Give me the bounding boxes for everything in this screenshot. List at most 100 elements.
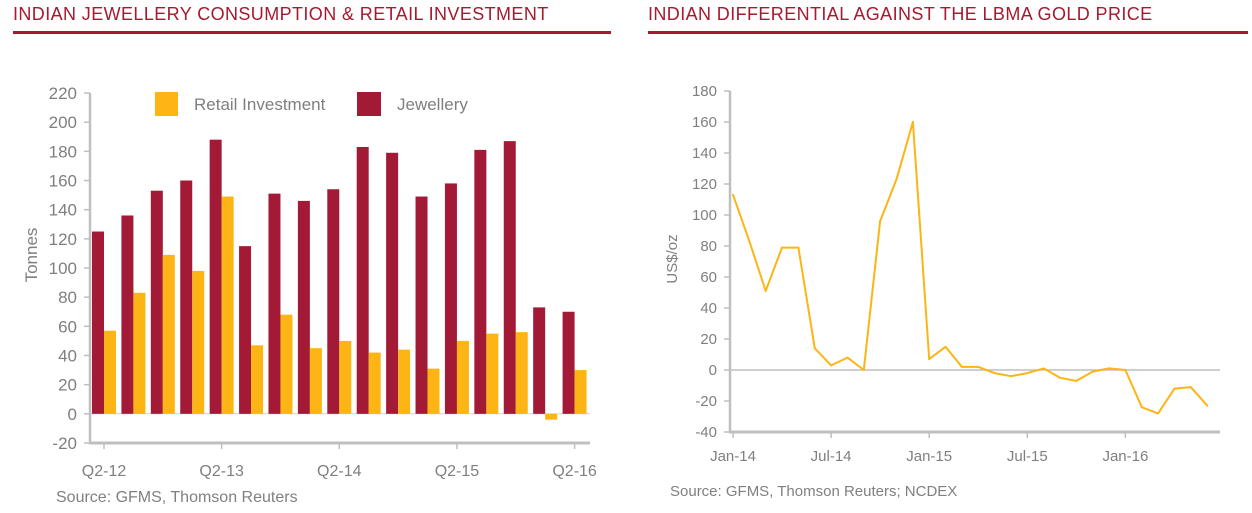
y-tick-label: 200 — [49, 113, 77, 132]
data-point — [1140, 406, 1143, 409]
data-point — [732, 193, 734, 196]
left-chart-title: INDIAN JEWELLERY CONSUMPTION & RETAIL IN… — [13, 4, 549, 24]
x-tick-label: Jan-15 — [906, 448, 952, 465]
jewellery-bar — [356, 146, 369, 414]
right-chart-source: Source: GFMS, Thomson Reuters; NCDEX — [670, 483, 958, 500]
retail-investment-bar — [456, 340, 469, 414]
data-point — [862, 369, 865, 371]
bar-chart-bars — [92, 139, 587, 420]
y-tick-label: 20 — [58, 376, 77, 395]
retail-investment-bar — [162, 254, 175, 414]
x-tick-label: Q2-13 — [199, 463, 244, 480]
differential-line — [732, 121, 1208, 415]
y-tick-label: 0 — [68, 405, 77, 424]
retail-investment-bar — [192, 270, 205, 414]
data-point — [1108, 367, 1110, 370]
retail-investment-bar — [427, 368, 440, 414]
data-point — [1189, 386, 1192, 389]
data-point — [993, 372, 996, 375]
retail-investment-bar — [309, 348, 322, 414]
jewellery-bar — [92, 231, 104, 414]
retail-investment-bar — [515, 332, 528, 414]
y-tick-label: 120 — [692, 176, 717, 193]
jewellery-bar — [209, 139, 222, 414]
x-tick-label: Jul-14 — [811, 448, 852, 465]
x-tick-label: Q2-16 — [552, 463, 597, 480]
data-point — [1010, 375, 1012, 378]
line-chart-series — [732, 121, 1209, 415]
y-tick-label: -20 — [52, 434, 77, 453]
y-tick-label: 120 — [49, 230, 77, 249]
x-tick-label: Jan-14 — [710, 448, 756, 465]
x-tick-label: Q2-14 — [317, 463, 362, 480]
y-tick-label: 100 — [692, 207, 717, 224]
jewellery-bar — [121, 215, 134, 414]
right-chart-title: INDIAN DIFFERENTIAL AGAINST THE LBMA GOL… — [648, 4, 1153, 24]
legend-swatch-jewellery — [357, 92, 381, 116]
x-tick-label: Q2-12 — [82, 463, 127, 480]
y-tick-label: 140 — [692, 145, 717, 162]
jewellery-bar — [474, 149, 487, 414]
jewellery-bar — [327, 189, 340, 414]
data-point — [1091, 370, 1094, 373]
jewellery-bar — [180, 180, 193, 414]
data-point — [928, 358, 931, 361]
jewellery-bar — [503, 141, 516, 414]
jewellery-bar — [268, 193, 281, 414]
data-point — [1124, 369, 1127, 371]
jewellery-bar — [415, 196, 428, 414]
jewellery-bar — [533, 307, 546, 414]
data-point — [1206, 404, 1209, 407]
y-tick-label: 0 — [709, 362, 717, 379]
data-point — [1075, 379, 1078, 382]
y-tick-label: 40 — [700, 300, 717, 317]
jewellery-bar — [386, 152, 399, 414]
y-axis-title: US$/oz — [664, 234, 681, 283]
data-point — [1026, 372, 1029, 375]
legend-label-retail-investment: Retail Investment — [194, 95, 326, 114]
y-tick-label: -40 — [695, 424, 717, 441]
y-tick-label: 80 — [58, 288, 77, 307]
y-tick-label: 20 — [700, 331, 717, 348]
retail-investment-bar — [104, 330, 116, 414]
jewellery-bar — [444, 183, 457, 414]
right-title-rule — [648, 31, 1248, 34]
y-tick-label: 180 — [692, 83, 717, 100]
left-title-rule — [13, 31, 611, 34]
y-tick-label: 80 — [700, 238, 717, 255]
data-point — [1059, 376, 1061, 379]
data-point — [846, 356, 849, 359]
data-point — [911, 121, 914, 123]
data-point — [813, 347, 816, 350]
data-point — [781, 246, 783, 249]
lbma-differential-line-chart: US$/oz -40 -20 0 20 40 60 80 100 120 140 160 180 Jan… — [664, 83, 1220, 465]
y-tick-label: 100 — [49, 259, 77, 278]
jewellery-bar — [562, 311, 575, 414]
jewellery-bar — [297, 200, 310, 414]
data-point — [797, 246, 800, 249]
data-point — [1173, 387, 1176, 390]
y-tick-label: 220 — [49, 84, 77, 103]
y-tick-label: 60 — [58, 317, 77, 336]
legend-swatch-retail-investment — [155, 92, 178, 116]
data-point — [977, 365, 980, 368]
data-point — [895, 178, 898, 181]
x-tick-label: Q2-15 — [435, 463, 480, 480]
jewellery-bar — [239, 246, 252, 414]
jewellery-retail-bar-chart: Tonnes -20 0 20 40 60 80 100 120 140 160 180 200 220… — [22, 84, 597, 480]
data-point — [1157, 412, 1160, 415]
x-tick-label: Jan-16 — [1102, 448, 1148, 465]
retail-investment-bar — [368, 352, 381, 414]
retail-investment-bar — [221, 196, 234, 414]
legend-label-jewellery: Jewellery — [397, 95, 468, 114]
y-tick-label: 180 — [49, 142, 77, 161]
retail-investment-bar — [133, 292, 146, 414]
data-point — [944, 345, 947, 348]
retail-investment-bar — [574, 370, 587, 414]
retail-investment-bar — [251, 345, 264, 414]
y-tick-label: 160 — [692, 114, 717, 131]
y-axis-title: Tonnes — [22, 228, 41, 283]
y-tick-label: 140 — [49, 201, 77, 220]
y-tick-label: -20 — [695, 393, 717, 410]
